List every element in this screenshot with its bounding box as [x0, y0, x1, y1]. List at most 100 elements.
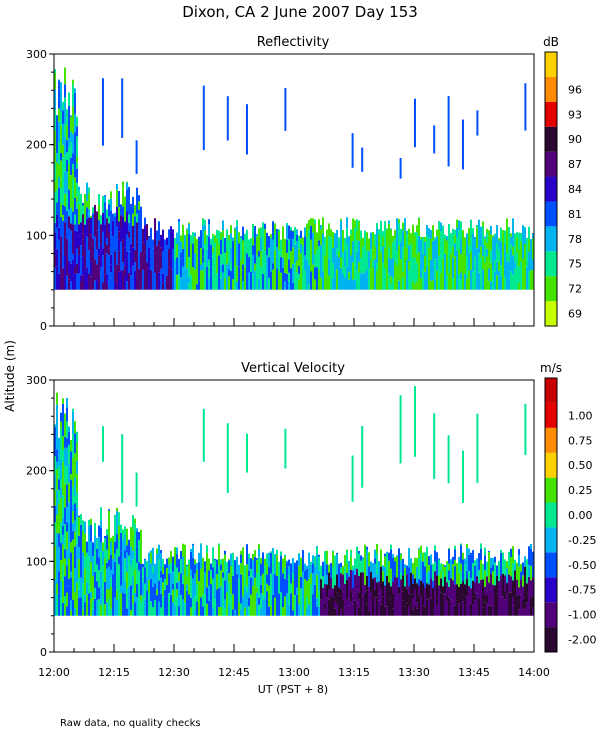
data-cell: [110, 198, 112, 211]
data-cell: [512, 255, 514, 275]
data-cell: [476, 593, 478, 616]
data-cell: [86, 207, 88, 220]
data-cell: [126, 281, 128, 290]
data-cell: [528, 588, 530, 608]
data-cell: [482, 579, 484, 592]
data-cell: [416, 254, 418, 263]
data-cell: [350, 234, 352, 256]
data-cell: [178, 580, 180, 597]
data-cell: [140, 206, 142, 214]
data-cell: [472, 563, 474, 581]
data-cell: [266, 553, 268, 565]
data-cell: [390, 276, 392, 284]
data-cell: [60, 428, 62, 443]
data-cell: [360, 555, 362, 561]
data-cell: [436, 229, 438, 237]
data-cell: [374, 275, 376, 290]
data-cell: [274, 597, 276, 616]
data-cell: [486, 561, 488, 577]
data-cell: [480, 226, 482, 233]
data-cell: [106, 549, 108, 563]
data-cell: [108, 272, 110, 290]
data-cell: [226, 592, 228, 616]
data-cell: [430, 598, 432, 616]
data-cell: [102, 248, 104, 256]
data-cell: [56, 189, 58, 203]
data-cell: [332, 550, 334, 567]
data-cell: [66, 210, 68, 228]
data-cell: [340, 588, 342, 610]
data-cell: [414, 578, 416, 589]
data-cell: [96, 538, 98, 541]
data-cell: [342, 273, 344, 290]
data-cell: [202, 218, 204, 220]
colorbar-segment: [545, 52, 557, 77]
data-cell: [264, 597, 266, 616]
data-cell: [60, 256, 62, 265]
data-cell: [418, 217, 420, 219]
data-cell: [388, 560, 390, 583]
data-cell: [416, 557, 418, 567]
data-column: [102, 426, 104, 462]
data-cell: [306, 279, 308, 290]
data-cell: [514, 268, 516, 290]
data-cell: [390, 229, 392, 252]
data-cell: [328, 275, 330, 290]
data-cell: [324, 255, 326, 275]
data-cell: [446, 561, 448, 565]
data-cell: [248, 570, 250, 577]
data-cell: [252, 585, 254, 609]
data-cell: [482, 602, 484, 608]
data-cell: [160, 234, 162, 236]
data-cell: [60, 152, 62, 161]
data-cell: [266, 564, 268, 575]
data-cell: [496, 261, 498, 276]
data-cell: [152, 248, 154, 271]
y-tick-label: 0: [40, 646, 47, 659]
data-cell: [174, 605, 176, 616]
data-cell: [376, 553, 378, 575]
data-cell: [302, 571, 304, 591]
data-cell: [70, 541, 72, 553]
data-cell: [68, 558, 70, 579]
data-cell: [274, 250, 276, 257]
data-cell: [408, 270, 410, 290]
data-cell: [422, 561, 424, 584]
data-cell: [156, 238, 158, 246]
data-cell: [286, 252, 288, 274]
y-tick-label: 200: [26, 465, 47, 478]
data-cell: [302, 279, 304, 290]
data-cell: [272, 269, 274, 290]
data-cell: [54, 162, 56, 182]
data-cell: [284, 608, 286, 616]
data-cell: [390, 228, 392, 230]
data-cell: [88, 250, 90, 274]
data-cell: [354, 567, 356, 575]
data-cell: [56, 132, 58, 154]
data-cell: [122, 540, 124, 561]
colorbar-segment: [545, 76, 557, 102]
data-cell: [332, 588, 334, 598]
data-cell: [124, 558, 126, 582]
data-cell: [304, 255, 306, 271]
data-cell: [76, 196, 78, 202]
data-column: [246, 104, 248, 155]
data-cell: [78, 535, 80, 547]
data-cell: [400, 228, 402, 243]
data-column: [462, 119, 464, 170]
data-cell: [116, 272, 118, 290]
data-cell: [376, 582, 378, 598]
data-cell: [290, 268, 292, 290]
data-cell: [54, 449, 56, 457]
data-cell: [230, 553, 232, 566]
data-cell: [106, 218, 108, 239]
data-cell: [498, 561, 500, 566]
data-cell: [216, 559, 218, 563]
data-cell: [300, 238, 302, 244]
data-cell: [334, 233, 336, 244]
data-cell: [100, 542, 102, 552]
data-cell: [354, 558, 356, 568]
data-cell: [204, 572, 206, 594]
data-cell: [372, 231, 374, 242]
data-cell: [500, 241, 502, 266]
